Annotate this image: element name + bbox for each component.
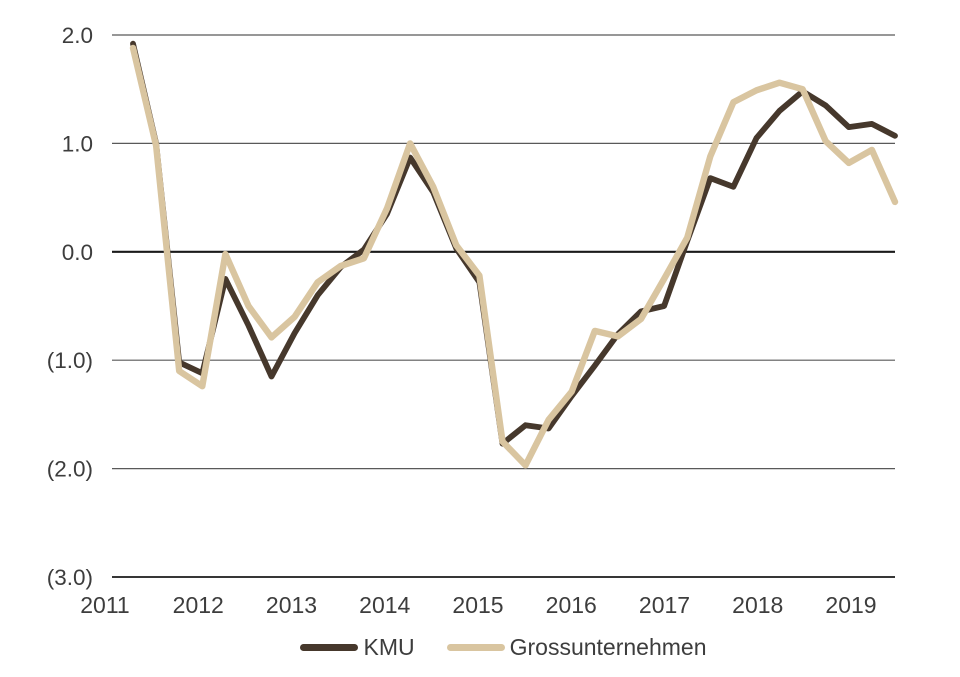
legend-grossunternehmen-swatch-icon — [446, 643, 505, 651]
legend-item-kmu: KMU — [300, 633, 415, 660]
x-axis-tick-label: 2012 — [173, 592, 224, 618]
legend-item-grossunternehmen: Grossunternehmen — [446, 633, 707, 660]
x-axis-tick-label: 2018 — [732, 592, 783, 618]
x-axis-tick-label: 2014 — [359, 592, 410, 618]
legend: KMU Grossunternehmen — [112, 633, 895, 661]
y-axis-tick-label: (1.0) — [47, 348, 93, 373]
legend-grossunternehmen-label: Grossunternehmen — [509, 633, 707, 660]
x-axis-tick-label: 2015 — [452, 592, 503, 618]
x-axis-tick-label: 2019 — [825, 592, 876, 618]
y-axis-tick-label: 2.0 — [62, 23, 93, 48]
x-axis-tick-label: 2017 — [639, 592, 690, 618]
x-axis-tick-label: 2016 — [546, 592, 597, 618]
kmu-line — [130, 40, 898, 447]
x-axis-tick-label: 2013 — [266, 592, 317, 618]
y-axis-tick-label: (3.0) — [47, 565, 93, 590]
legend-kmu-label: KMU — [363, 633, 415, 660]
x-axis-tick-label: 2011 — [80, 592, 129, 618]
grossunternehmen-line — [129, 44, 899, 469]
y-axis-tick-label: (2.0) — [47, 457, 93, 482]
y-axis-tick-label: 0.0 — [62, 240, 93, 265]
y-axis-tick-label: 1.0 — [62, 131, 93, 156]
legend-kmu-swatch-icon — [300, 643, 359, 651]
